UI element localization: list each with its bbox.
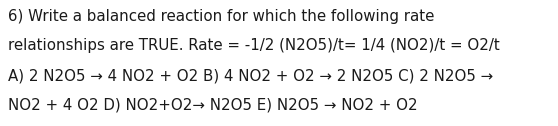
Text: A) 2 N2O5 → 4 NO2 + O2 B) 4 NO2 + O2 → 2 N2O5 C) 2 N2O5 →: A) 2 N2O5 → 4 NO2 + O2 B) 4 NO2 + O2 → 2… (8, 68, 494, 83)
Text: relationships are TRUE. Rate = -1/2 (N2O5)/t= 1/4 (NO2)/t = O2/t: relationships are TRUE. Rate = -1/2 (N2O… (8, 38, 500, 53)
Text: 6) Write a balanced reaction for which the following rate: 6) Write a balanced reaction for which t… (8, 9, 435, 24)
Text: NO2 + 4 O2 D) NO2+O2→ N2O5 E) N2O5 → NO2 + O2: NO2 + 4 O2 D) NO2+O2→ N2O5 E) N2O5 → NO2… (8, 98, 418, 113)
